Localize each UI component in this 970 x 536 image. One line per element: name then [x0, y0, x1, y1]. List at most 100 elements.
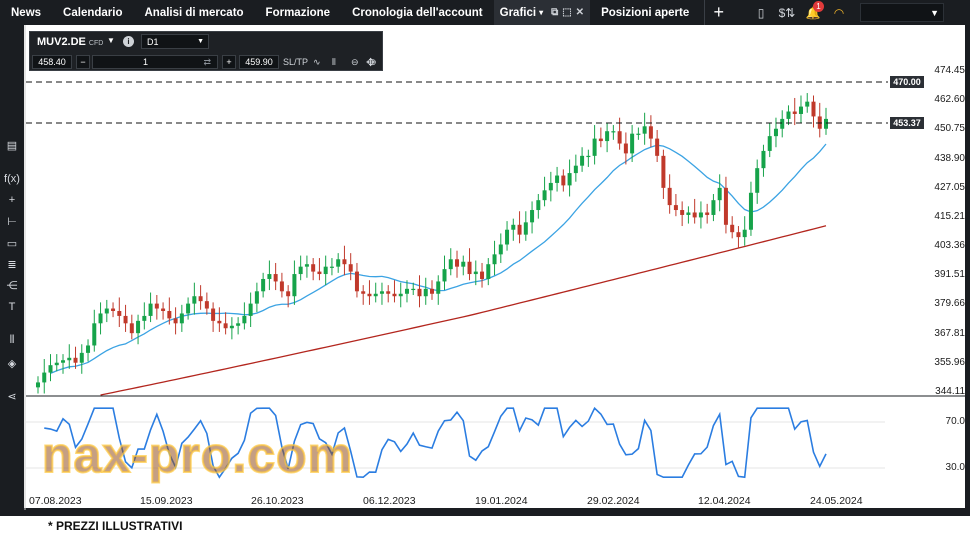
chart-grid — [24, 25, 970, 510]
x-tick-label: 24.05.2024 — [810, 495, 863, 507]
close-icon[interactable]: ✕ — [575, 7, 585, 18]
candle — [361, 285, 366, 305]
symbol-selector[interactable]: MUV2.DE CFD — [37, 36, 103, 48]
candle — [467, 248, 472, 281]
candle — [486, 258, 491, 286]
chevron-down-icon[interactable]: ▾ — [539, 8, 544, 17]
candle — [42, 359, 47, 394]
chevron-down-icon[interactable]: ▼ — [107, 36, 115, 45]
rectangle-tool-icon[interactable]: ▭ — [6, 237, 18, 250]
candle — [373, 282, 378, 303]
candle — [379, 282, 384, 305]
line-chart-icon[interactable]: ∿ — [313, 56, 321, 67]
candle — [242, 302, 247, 330]
rsi-tick-label: 30.0 — [945, 462, 965, 473]
tab-calendario[interactable]: Calendario — [63, 6, 123, 19]
y-tick-label: 474.45 — [934, 65, 965, 76]
candle — [392, 280, 397, 303]
dollar-transfer-icon[interactable]: $⇅ — [778, 5, 796, 20]
candle — [54, 354, 59, 372]
candle — [805, 93, 810, 113]
candle — [561, 169, 566, 192]
candle — [673, 194, 678, 217]
chevron-down-icon: ▼ — [197, 38, 204, 45]
tab-analisi-di-mercato[interactable]: Analisi di mercato — [144, 6, 244, 19]
wifi-icon: ◠ — [833, 5, 845, 20]
candle — [154, 294, 159, 320]
candle — [730, 216, 735, 239]
symbol-name: MUV2.DE — [37, 36, 86, 48]
account-selector[interactable]: ▼ — [860, 3, 944, 22]
x-tick-label: 06.12.2023 — [363, 495, 416, 507]
candle — [711, 194, 716, 222]
candle — [473, 260, 478, 286]
line-tool-icon[interactable]: ⊢ — [7, 215, 17, 228]
tab-posizioni-aperte[interactable]: Posizioni aperte — [601, 6, 690, 19]
share-icon[interactable]: ⋖ — [7, 390, 17, 403]
decrease-quantity-button[interactable]: − — [76, 55, 90, 69]
x-tick-label: 26.10.2023 — [251, 495, 304, 507]
info-icon[interactable]: i — [123, 36, 134, 47]
detach-icon[interactable]: ⧉ — [551, 7, 559, 18]
candle — [617, 117, 622, 150]
watermark: nax-pro.com — [41, 426, 354, 484]
panel-icon[interactable]: ▤ — [6, 139, 18, 152]
tab-cronologia-account[interactable]: Cronologia dell'account — [352, 6, 483, 19]
candle — [530, 201, 535, 234]
zoom-out-icon[interactable]: ⊖ — [351, 56, 359, 67]
candle — [36, 376, 40, 394]
candle — [273, 262, 278, 291]
candle — [636, 127, 641, 140]
timeframe-selector[interactable]: D1 ▼ — [141, 34, 209, 49]
layers-icon[interactable]: ◈ — [7, 357, 17, 370]
layout-icon[interactable]: ▯ — [757, 5, 765, 20]
increase-quantity-button[interactable]: + — [222, 55, 236, 69]
candle — [755, 159, 760, 204]
quantity-input[interactable]: 1 ⇄ — [92, 55, 218, 69]
candle — [498, 233, 503, 263]
candle — [448, 248, 453, 276]
candle — [536, 194, 541, 219]
tab-formazione[interactable]: Formazione — [265, 6, 331, 19]
zoom-in-icon[interactable]: ⊕ — [369, 56, 377, 67]
popout-icon[interactable]: ⬚ — [562, 7, 572, 18]
y-tick-label: 462.60 — [934, 94, 965, 106]
tab-news[interactable]: News — [11, 6, 42, 19]
candle — [667, 174, 672, 214]
text-tool-icon[interactable]: T — [8, 301, 16, 313]
candle — [511, 218, 516, 241]
x-tick-label: 29.02.2024 — [587, 495, 640, 507]
sltp-button[interactable]: SL/TP — [283, 57, 309, 67]
candle — [717, 174, 722, 212]
top-right-controls: ▯ $⇅ 🔔 1 ◠ ▼ — [748, 0, 970, 25]
function-icon[interactable]: f(x) — [4, 173, 20, 185]
buy-button[interactable]: 459.90 — [239, 55, 279, 69]
candle — [261, 272, 266, 298]
candle — [204, 292, 209, 315]
candle — [48, 354, 53, 382]
candle — [480, 262, 485, 288]
tab-grafici[interactable]: Grafici ▾ ⧉ ⬚ ✕ — [493, 0, 591, 25]
moving-average-200 — [100, 225, 827, 396]
bell-icon[interactable]: 🔔 1 — [800, 0, 826, 25]
move-icon[interactable]: ✥ — [366, 56, 376, 69]
candle — [573, 154, 578, 182]
crosshair-icon[interactable]: + — [8, 194, 16, 206]
candle — [404, 280, 409, 303]
candle — [61, 354, 66, 374]
sell-button[interactable]: 458.40 — [32, 55, 72, 69]
fibonacci-icon[interactable]: ≣ — [7, 258, 17, 271]
right-edge-bar — [965, 25, 970, 516]
price-chart[interactable] — [0, 0, 970, 510]
candle — [117, 297, 122, 328]
candle — [198, 285, 203, 310]
candle — [698, 201, 703, 229]
candle — [430, 280, 434, 300]
add-tab-button[interactable]: + — [704, 0, 732, 25]
current-price-tag: 453.37 — [890, 117, 924, 129]
indicators-icon[interactable]: ⫴ — [9, 333, 15, 346]
swap-icon[interactable]: ⇄ — [203, 56, 211, 67]
candle-type-icon[interactable]: ⫴ — [332, 56, 336, 67]
pitchfork-icon[interactable]: ⋲ — [6, 279, 18, 292]
ma-slow-line — [100, 225, 827, 396]
